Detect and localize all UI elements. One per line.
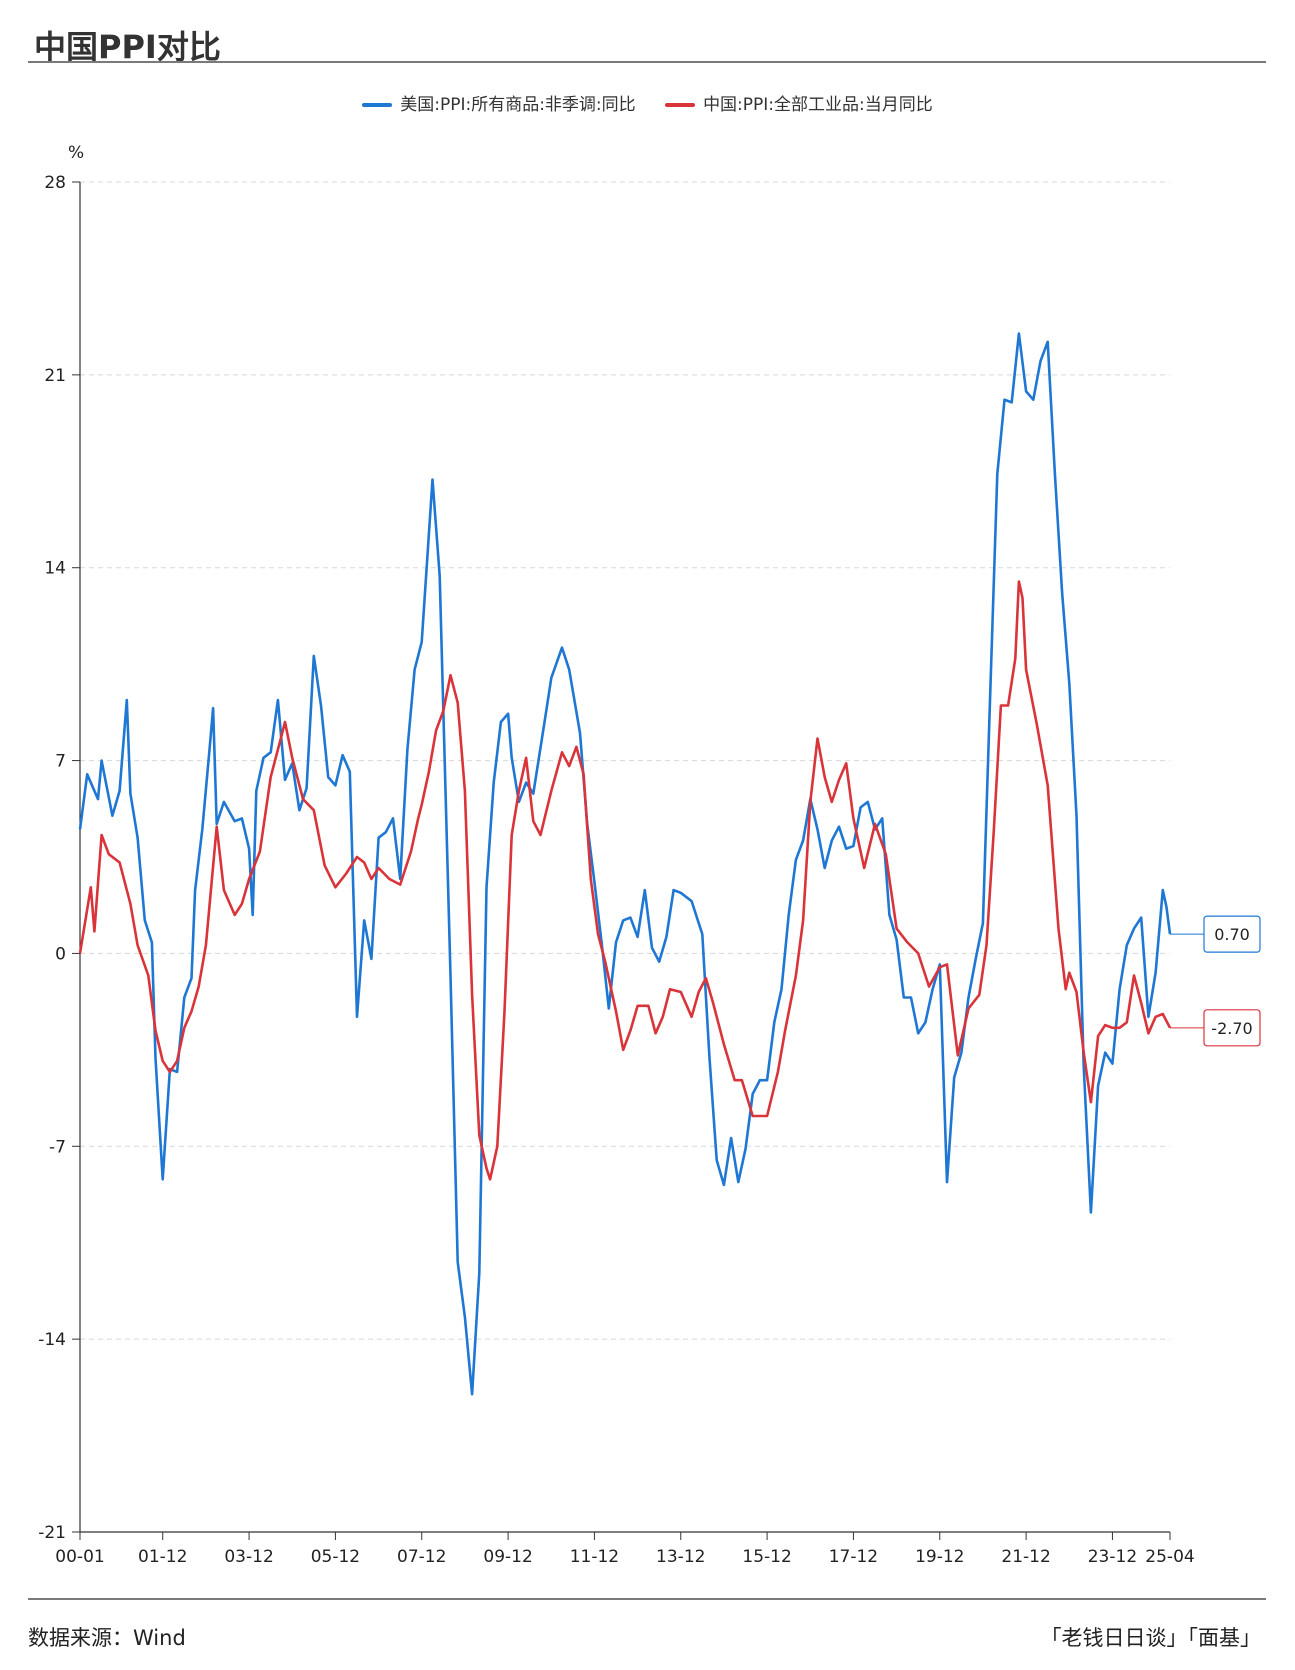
- y-tick-label: -7: [49, 1137, 66, 1157]
- y-tick-label: 21: [44, 366, 66, 386]
- end-label-us: 0.70: [1214, 925, 1250, 944]
- legend-item-cn[interactable]: 中国:PPI:全部工业品:当月同比: [665, 90, 933, 115]
- x-tick-label: 01-12: [138, 1547, 187, 1567]
- x-tick-label: 15-12: [742, 1547, 791, 1567]
- y-tick-label: -21: [38, 1523, 66, 1543]
- x-tick-label: 19-12: [915, 1547, 964, 1567]
- series-line-cn[interactable]: [78, 580, 1172, 1181]
- end-label-cn: -2.70: [1211, 1019, 1252, 1038]
- x-tick-label: 21-12: [1001, 1547, 1050, 1567]
- legend-label-cn: 中国:PPI:全部工业品:当月同比: [703, 95, 933, 115]
- data-source: 数据来源：Wind: [28, 1626, 186, 1650]
- end-labels: 0.70 -2.70: [1170, 915, 1261, 1047]
- legend: 美国:PPI:所有商品:非季调:同比 中国:PPI:全部工业品:当月同比: [0, 90, 1295, 115]
- x-tick-label: 25-04: [1145, 1547, 1194, 1567]
- legend-label-us: 美国:PPI:所有商品:非季调:同比: [400, 95, 636, 115]
- y-tick-label: -14: [38, 1330, 66, 1350]
- line-chart: 28 21 14 7 0 -7 -14 -21% 00-01 01-12 03-12 05-12 07-…: [38, 143, 1261, 1567]
- x-tick-label: 13-12: [656, 1547, 705, 1567]
- y-tick-label: 0: [55, 944, 66, 964]
- legend-swatch-cn: [665, 103, 696, 107]
- y-tick-label: 14: [44, 559, 66, 579]
- legend-item-us[interactable]: 美国:PPI:所有商品:非季调:同比: [362, 90, 636, 115]
- legend-swatch-us: [362, 103, 393, 107]
- x-tick-label: 07-12: [397, 1547, 446, 1567]
- grid-lines: [80, 181, 1170, 1340]
- brand-label: 「老钱日日谈」「面基」: [1040, 1626, 1262, 1650]
- x-tick-label: 17-12: [829, 1547, 878, 1567]
- y-tick-label: 7: [55, 752, 66, 772]
- y-tick-label: 28: [44, 173, 66, 193]
- end-label-box: [1203, 915, 1261, 953]
- series-line-us[interactable]: [78, 332, 1172, 1396]
- series-lines: [78, 332, 1172, 1396]
- end-label-box: [1203, 1009, 1261, 1047]
- x-tick-label: 00-01: [55, 1547, 104, 1567]
- page-title: 中国PPI对比: [34, 28, 221, 66]
- x-tick-label: 09-12: [483, 1547, 532, 1567]
- x-tick-label: 05-12: [311, 1547, 360, 1567]
- axes: 28 21 14 7 0 -7 -14 -21% 00-01 01-12 03-12 05-12 07-…: [38, 143, 1194, 1567]
- x-tick-label: 03-12: [224, 1547, 273, 1567]
- x-tick-label: 23-12: [1088, 1547, 1137, 1567]
- title-divider: [28, 61, 1266, 63]
- footer-divider: [28, 1598, 1266, 1600]
- y-axis-unit: %: [68, 143, 84, 163]
- x-tick-label: 11-12: [570, 1547, 619, 1567]
